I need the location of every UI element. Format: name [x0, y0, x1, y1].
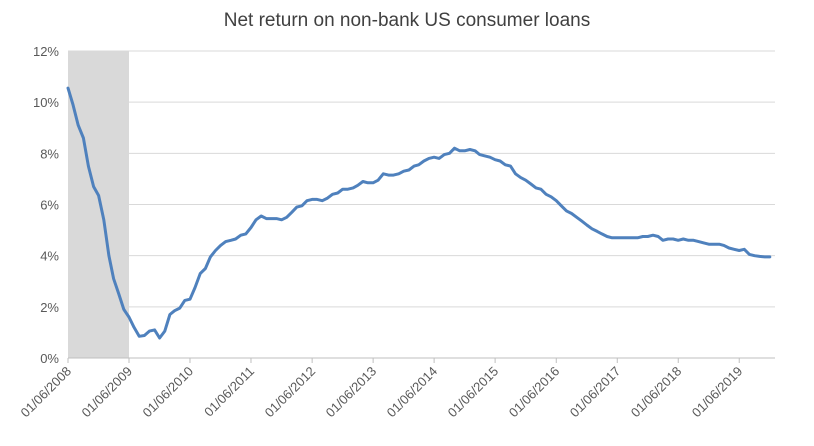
y-tick-label: 12%	[33, 44, 59, 59]
x-tick-label: 01/06/2014	[384, 364, 441, 421]
x-tick-label: 01/06/2011	[201, 364, 257, 420]
x-tick-label: 01/06/2013	[323, 364, 380, 421]
y-tick-label: 6%	[40, 198, 59, 213]
x-tick-label: 01/06/2016	[506, 364, 563, 421]
x-tick-label: 01/06/2009	[78, 364, 135, 421]
x-tick-label: 01/06/2008	[17, 364, 74, 421]
y-tick-label: 4%	[40, 249, 59, 264]
x-tick-label: 01/06/2015	[445, 364, 502, 421]
x-tick-label: 01/06/2012	[262, 364, 319, 421]
x-tick-label: 01/06/2018	[628, 364, 685, 421]
x-tick-label: 01/06/2019	[689, 364, 746, 421]
y-tick-label: 0%	[40, 351, 59, 366]
y-tick-label: 8%	[40, 146, 59, 161]
chart-title: Net return on non-bank US consumer loans	[223, 10, 591, 31]
y-tick-label: 10%	[33, 95, 59, 110]
x-tick-label: 01/06/2010	[139, 364, 196, 421]
x-tick-label: 01/06/2017	[567, 364, 624, 421]
series-line	[66, 86, 772, 340]
y-tick-label: 2%	[40, 300, 59, 315]
